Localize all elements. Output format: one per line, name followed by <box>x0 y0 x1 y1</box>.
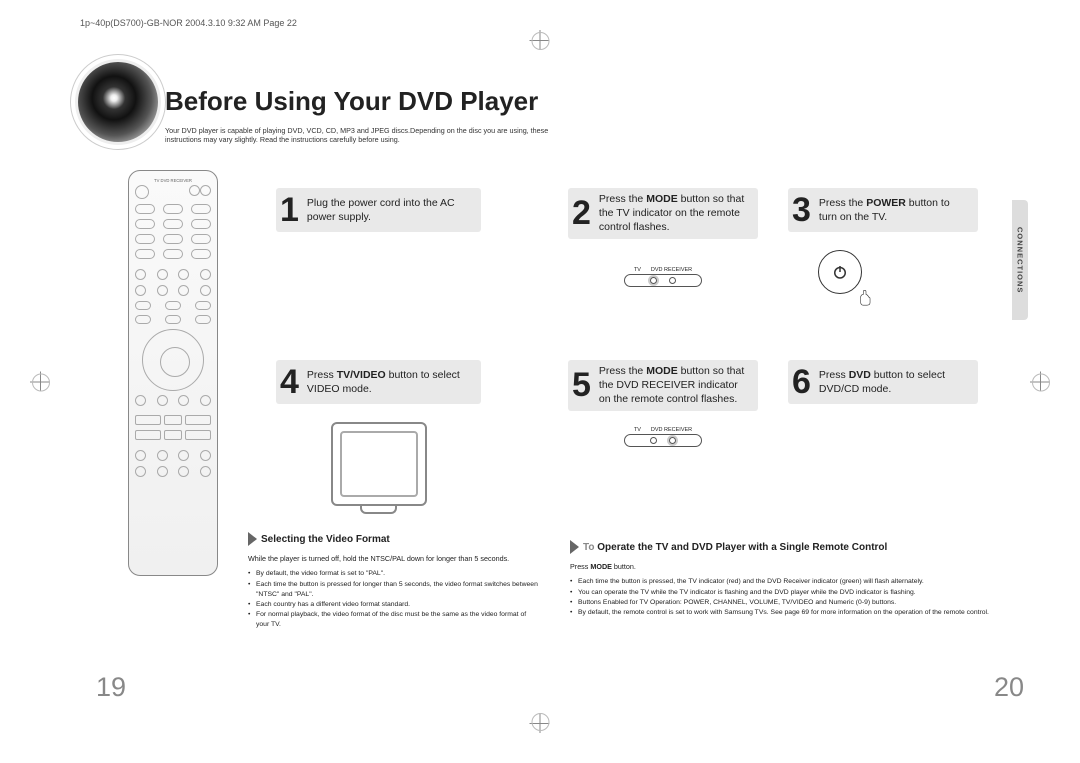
section-intro: While the player is turned off, hold the… <box>248 554 538 563</box>
single-remote-section: To Operate the TV and DVD Player with a … <box>570 540 1000 618</box>
step-number: 3 <box>792 193 811 227</box>
step-text: Plug the power cord into the AC power su… <box>307 196 473 224</box>
arrow-icon <box>248 532 257 546</box>
page-title: Before Using Your DVD Player <box>165 86 538 117</box>
bullet-item: Each time the button is pressed for long… <box>248 580 538 600</box>
hand-icon <box>857 289 875 307</box>
bullet-item: Buttons Enabled for TV Operation: POWER,… <box>570 598 1000 608</box>
bullet-item: For normal playback, the video format of… <box>248 610 538 630</box>
section-heading: Selecting the Video Format <box>261 534 390 545</box>
bullet-item: By default, the remote control is set to… <box>570 608 1000 618</box>
page-header: 1p~40p(DS700)-GB-NOR 2004.3.10 9:32 AM P… <box>80 18 297 28</box>
speaker-icon <box>78 62 158 142</box>
page-number-left: 19 <box>96 672 126 703</box>
step-text: Press DVD button to select DVD/CD mode. <box>819 368 970 396</box>
step-number: 1 <box>280 193 299 227</box>
step-1: 1 Plug the power cord into the AC power … <box>276 188 481 232</box>
bullet-item: Each time the button is pressed, the TV … <box>570 577 1000 587</box>
remote-top-label: TV DVD RECEIVER <box>135 179 211 183</box>
section-intro: Press MODE button. <box>570 562 1000 571</box>
tv-icon <box>331 422 427 506</box>
section-tab: CONNECTIONS <box>1012 200 1028 320</box>
step-number: 4 <box>280 365 299 399</box>
arrow-icon <box>570 540 579 554</box>
step-6: 6 Press DVD button to select DVD/CD mode… <box>788 360 978 404</box>
crop-mark-bottom <box>540 713 541 733</box>
remote-control-illustration: TV DVD RECEIVER <box>128 170 218 576</box>
bullet-item: Each country has a different video forma… <box>248 600 538 610</box>
step-text: Press the MODE button so that the DVD RE… <box>599 364 750 407</box>
bullet-item: By default, the video format is set to "… <box>248 569 538 579</box>
step-text: Press TV/VIDEO button to select VIDEO mo… <box>307 368 473 396</box>
tv-indicator-diagram: TVDVD RECEIVER <box>568 267 758 287</box>
bullet-item: You can operate the TV while the TV indi… <box>570 588 1000 598</box>
power-button-icon <box>818 250 862 294</box>
page-subtitle: Your DVD player is capable of playing DV… <box>165 126 565 145</box>
step-2: 2 Press the MODE button so that the TV i… <box>568 188 758 287</box>
bullet-list: Each time the button is pressed, the TV … <box>570 577 1000 618</box>
crop-mark-right <box>1030 381 1050 382</box>
section-heading: To Operate the TV and DVD Player with a … <box>583 542 1000 553</box>
crop-mark-top <box>540 30 541 50</box>
bullet-list: By default, the video format is set to "… <box>248 569 538 630</box>
receiver-indicator-diagram: TVDVD RECEIVER <box>568 427 758 447</box>
video-format-section: Selecting the Video Format While the pla… <box>248 532 538 630</box>
step-number: 6 <box>792 365 811 399</box>
step-3: 3 Press the POWER button to turn on the … <box>788 188 978 294</box>
step-number: 2 <box>572 196 591 230</box>
step-number: 5 <box>572 368 591 402</box>
step-4: 4 Press TV/VIDEO button to select VIDEO … <box>276 360 481 506</box>
section-tab-label: CONNECTIONS <box>1016 227 1025 293</box>
step-text: Press the MODE button so that the TV ind… <box>599 192 750 235</box>
crop-mark-left <box>30 381 50 382</box>
step-text: Press the POWER button to turn on the TV… <box>819 196 970 224</box>
page-number-right: 20 <box>994 672 1024 703</box>
step-5: 5 Press the MODE button so that the DVD … <box>568 360 758 447</box>
